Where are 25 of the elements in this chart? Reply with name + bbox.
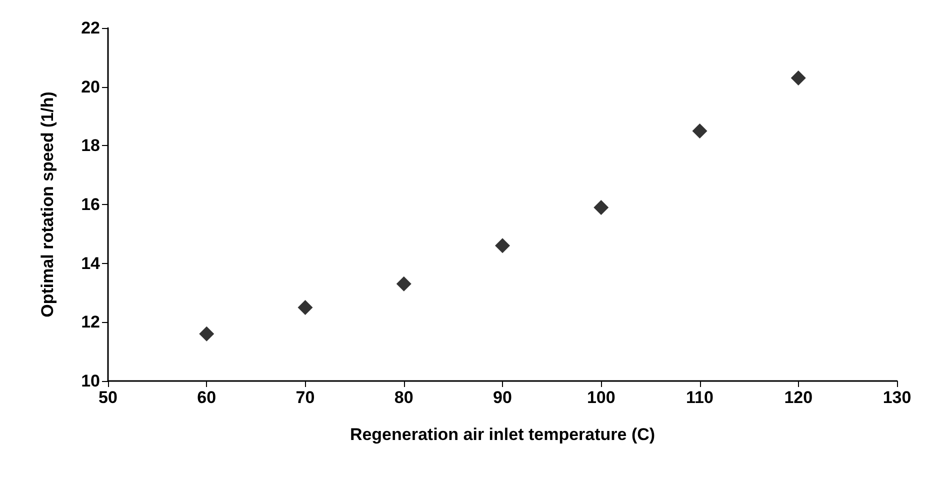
point xyxy=(495,238,510,254)
point xyxy=(594,200,609,215)
x-tick-label: 90 xyxy=(493,388,512,407)
y-tick-label: 12 xyxy=(81,312,100,332)
x-tick-label: 60 xyxy=(197,388,216,407)
point xyxy=(790,70,806,86)
x-tick-label: 130 xyxy=(882,388,912,407)
y-tick-label: 18 xyxy=(81,136,100,156)
point xyxy=(692,123,708,138)
y-tick-label: 10 xyxy=(81,372,100,390)
y-axis-title: Optimal rotation speed (1/h) xyxy=(38,92,57,318)
x-tick-label: 100 xyxy=(586,388,616,407)
point xyxy=(298,300,313,315)
point xyxy=(396,276,412,292)
x-tick-label: 80 xyxy=(394,388,414,407)
x-tick-label: 120 xyxy=(784,388,813,407)
point xyxy=(199,326,214,342)
x-tick-label: 70 xyxy=(296,388,315,407)
y-tick-label: 16 xyxy=(81,195,100,214)
y-tick-label: 14 xyxy=(81,254,101,273)
x-axis-title: Regeneration air inlet temperature (C) xyxy=(350,425,656,444)
x-tick-label: 50 xyxy=(98,388,118,407)
x-tick-label: 110 xyxy=(686,388,714,407)
y-tick-label: 22 xyxy=(81,18,100,38)
y-tick-label: 20 xyxy=(81,77,100,96)
